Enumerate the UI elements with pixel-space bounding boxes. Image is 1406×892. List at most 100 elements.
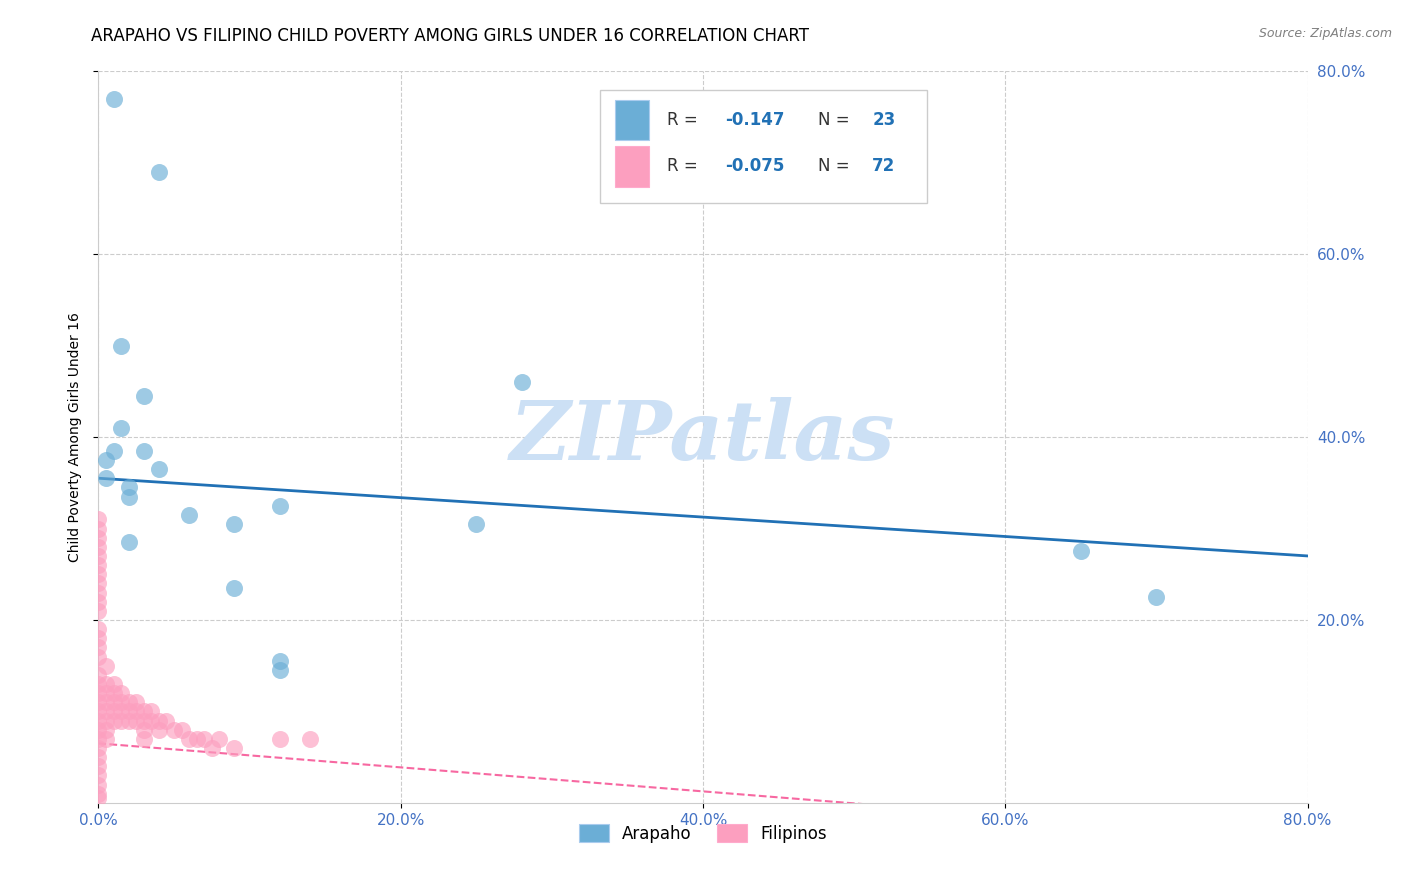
Point [87,521,110,535]
Point [87,667,110,681]
Text: N =: N = [818,158,855,176]
Point [118,695,141,709]
Point [132,731,155,746]
Point [141,705,163,719]
Point [132,714,155,728]
Text: N =: N = [818,112,855,129]
Point [87,768,110,782]
Point [94,453,117,467]
Point [94,705,117,719]
Point [110,338,132,352]
Point [179,508,201,522]
Point [224,581,246,595]
Point [118,714,141,728]
Point [87,714,110,728]
Text: ARAPAHO VS FILIPINO CHILD POVERTY AMONG GIRLS UNDER 16 CORRELATION CHART: ARAPAHO VS FILIPINO CHILD POVERTY AMONG … [91,27,810,45]
Point [94,471,117,485]
Point [87,640,110,655]
Point [87,723,110,737]
Point [186,731,208,746]
Point [201,740,224,755]
Point [94,677,117,691]
Point [94,731,117,746]
Point [110,695,132,709]
Point [87,649,110,664]
Point [118,535,141,549]
Text: 23: 23 [872,112,896,129]
Point [94,686,117,700]
Point [125,705,148,719]
FancyBboxPatch shape [614,100,648,140]
Point [155,714,177,728]
Point [269,654,291,668]
Point [110,686,132,700]
Point [193,731,215,746]
Point [1070,544,1092,558]
Point [87,594,110,608]
Text: R =: R = [666,158,703,176]
Point [1144,590,1167,604]
Point [87,759,110,773]
Point [132,705,155,719]
Point [148,723,170,737]
Legend: Arapaho, Filipinos: Arapaho, Filipinos [572,818,834,849]
Point [87,740,110,755]
Point [148,165,170,179]
Point [148,714,170,728]
Point [269,499,291,513]
Point [208,731,231,746]
Point [125,695,148,709]
Text: R =: R = [666,112,703,129]
Point [103,686,125,700]
Point [269,731,291,746]
Text: Source: ZipAtlas.com: Source: ZipAtlas.com [1258,27,1392,40]
Point [224,516,246,531]
Point [148,462,170,476]
Point [87,567,110,582]
Point [224,740,246,755]
Point [170,723,193,737]
Point [94,695,117,709]
Point [118,490,141,504]
Point [163,723,186,737]
Point [87,585,110,599]
Point [132,389,155,403]
Point [87,604,110,618]
Text: 72: 72 [872,158,896,176]
Point [87,778,110,792]
Point [87,705,110,719]
Y-axis label: Child Poverty Among Girls Under 16: Child Poverty Among Girls Under 16 [67,312,82,562]
Point [110,421,132,435]
Point [299,731,322,746]
Point [87,531,110,545]
Point [269,663,291,677]
Point [132,443,155,458]
Point [87,791,110,805]
FancyBboxPatch shape [600,90,927,203]
Point [87,622,110,636]
Text: -0.147: -0.147 [724,112,785,129]
Text: -0.075: -0.075 [724,158,785,176]
Point [87,632,110,646]
Point [87,677,110,691]
Point [94,658,117,673]
FancyBboxPatch shape [614,146,648,186]
Point [141,714,163,728]
Point [118,705,141,719]
Point [94,714,117,728]
Point [510,375,533,389]
Point [94,723,117,737]
Point [103,677,125,691]
Text: ZIPatlas: ZIPatlas [510,397,896,477]
Point [103,705,125,719]
Point [87,787,110,801]
Point [103,92,125,106]
Point [125,714,148,728]
Point [118,480,141,494]
Point [87,750,110,764]
Point [132,723,155,737]
Point [103,695,125,709]
Point [110,714,132,728]
Point [179,731,201,746]
Point [87,576,110,591]
